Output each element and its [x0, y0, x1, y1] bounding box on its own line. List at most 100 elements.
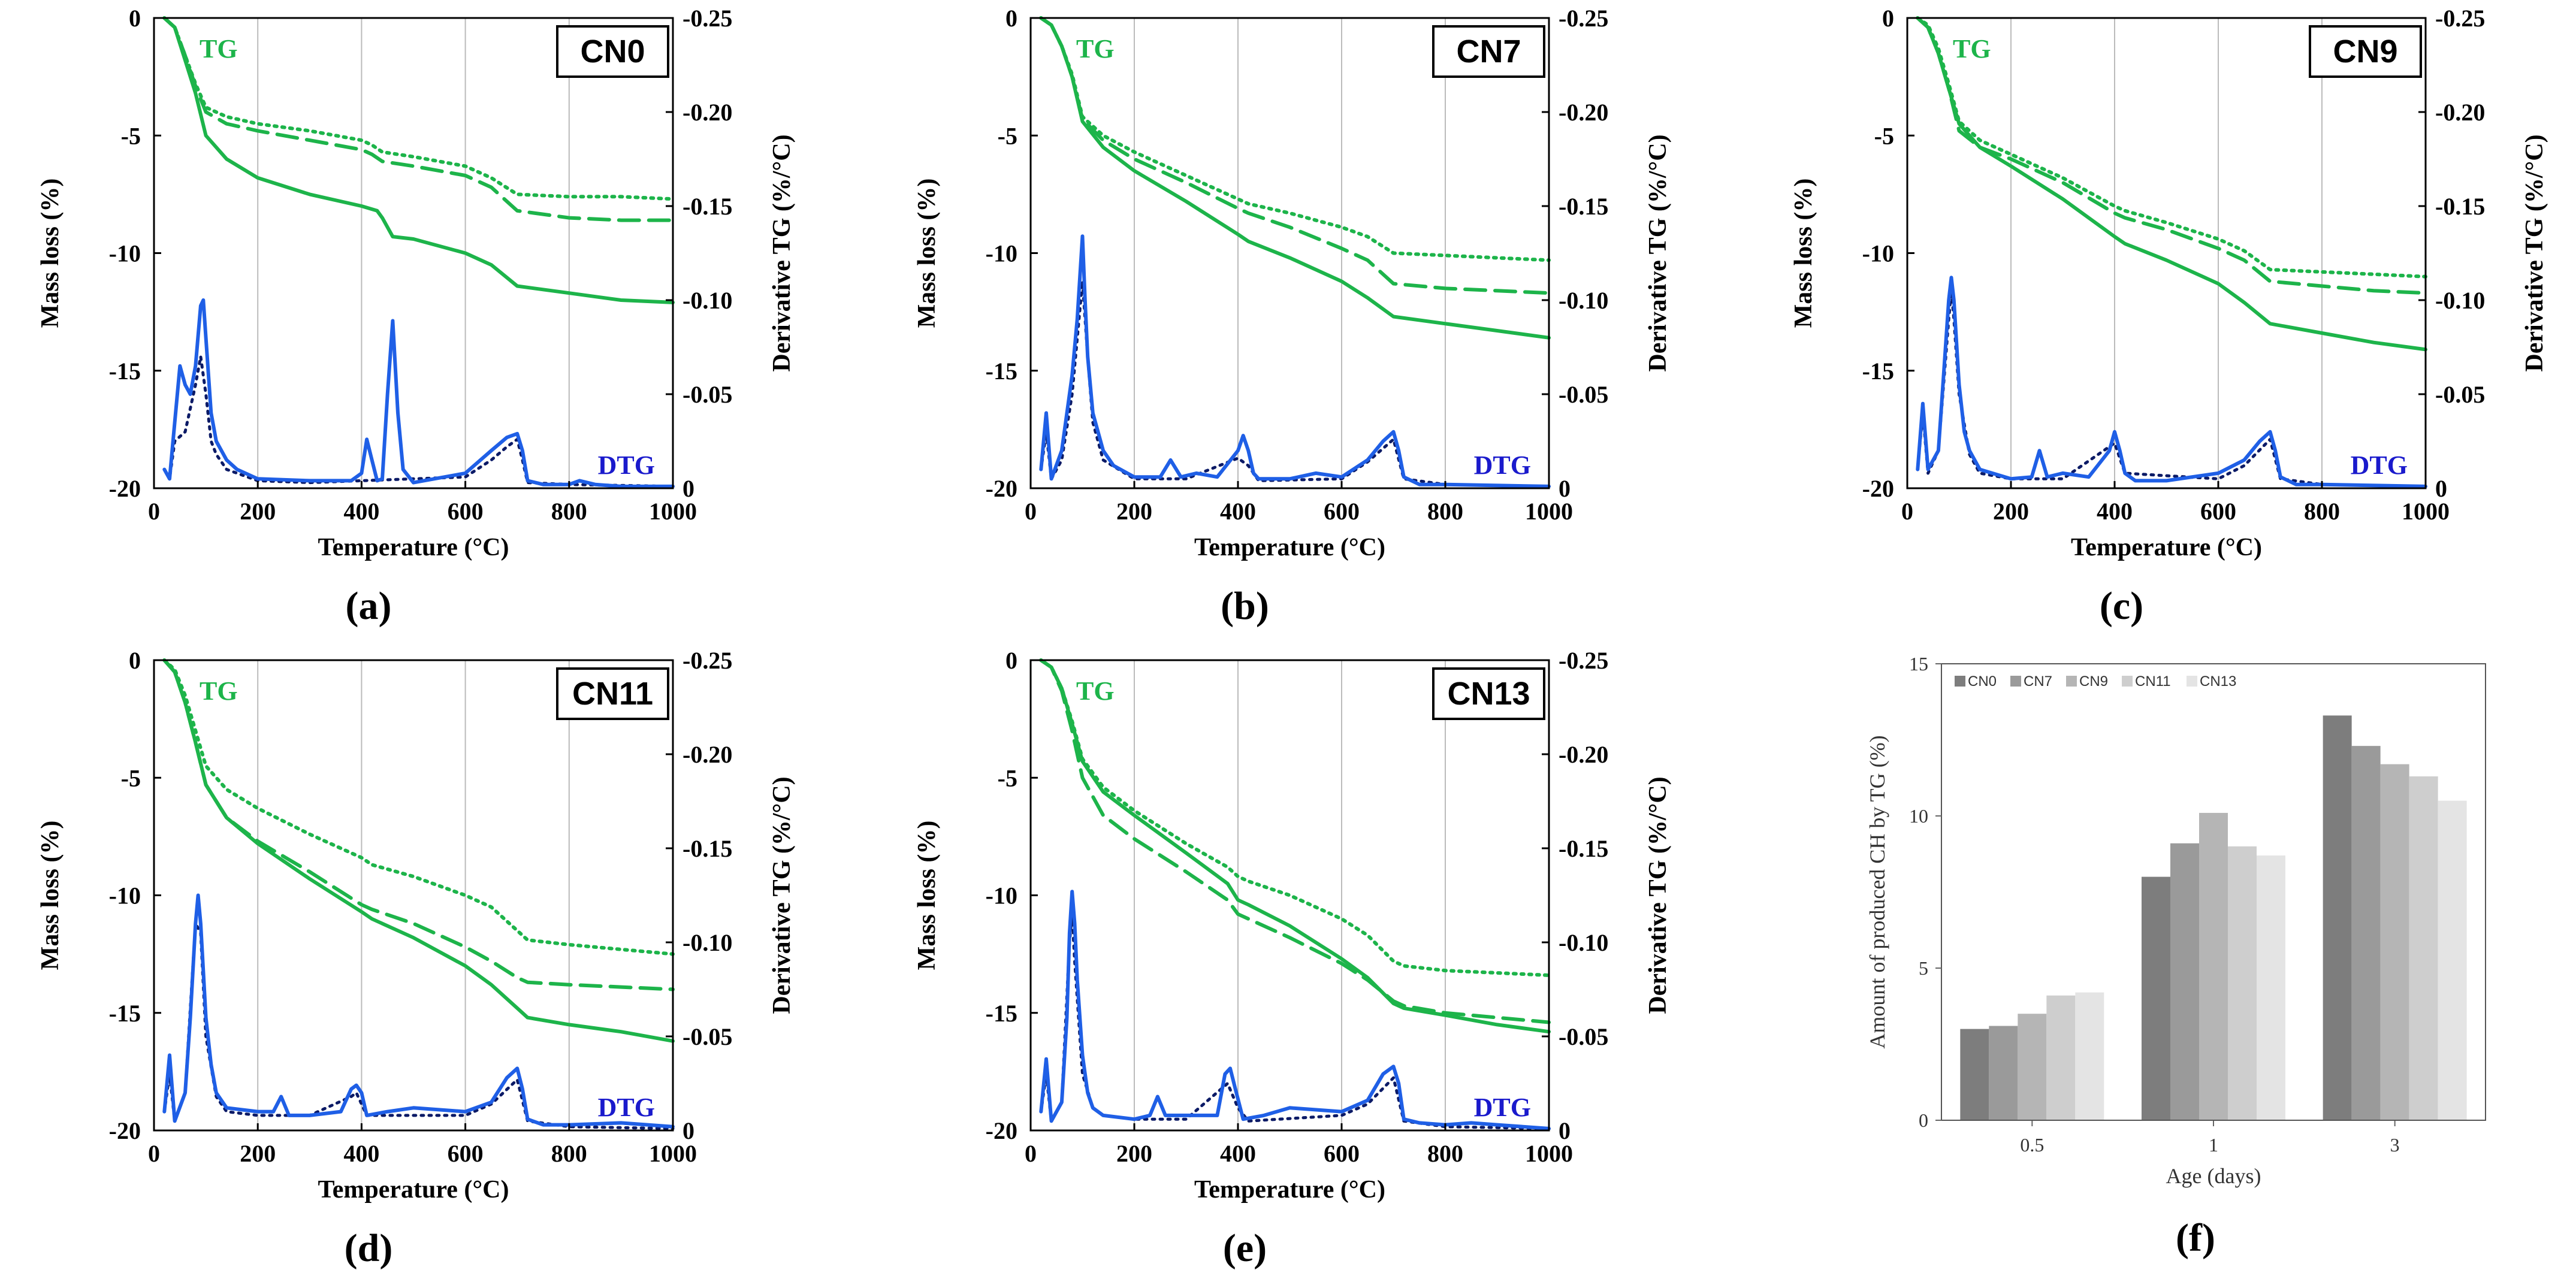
y-left-axis-title: Mass loss (%) [913, 179, 941, 328]
x-tick-label: 0 [1025, 1140, 1037, 1167]
bar-CN0-1 [2142, 876, 2170, 1120]
legend-label-CN9: CN9 [2079, 673, 2108, 690]
x-tick-label: 1 [2209, 1134, 2218, 1156]
x-tick-label: 400 [343, 1140, 379, 1167]
x-tick-label: 400 [1220, 1140, 1256, 1167]
y-right-tick-label: -0.15 [1559, 835, 1608, 862]
tg-line-dotted [1916, 16, 2427, 279]
y-left-tick-label: -10 [109, 882, 141, 909]
bar-CN7-1 [2170, 843, 2199, 1120]
y-right-tick-label: -0.20 [2435, 99, 2485, 126]
y-right-tick-label: -0.20 [1559, 741, 1608, 768]
panel-label: (c) [2100, 584, 2143, 628]
tg-line-dashed [1039, 658, 1551, 1024]
y-left-tick-label: 0 [129, 5, 141, 32]
dtg-line-solid [1039, 234, 1551, 488]
panel-a: 0 200 400 600 800 10000-5-10-15-20-0.25-0.20-… [37, 5, 796, 628]
x-tick-label: 1000 [1525, 1140, 1573, 1167]
sample-label-box [556, 667, 669, 720]
dtg-line-solid [162, 893, 675, 1129]
y-left-tick-label: -10 [986, 882, 1017, 909]
tg-curve-label: TG [200, 34, 238, 64]
panel-label: (e) [1223, 1226, 1267, 1270]
x-tick-label: 600 [448, 498, 484, 525]
legend-label-CN7: CN7 [2024, 673, 2052, 690]
y-left-axis-title: Mass loss (%) [37, 821, 64, 970]
y-right-tick-label: 0 [682, 1117, 694, 1144]
tg-line-solid [162, 16, 675, 304]
y-left-tick-label: -5 [998, 122, 1017, 149]
dtg-line-dotted [162, 355, 675, 488]
x-tick-label: 600 [1324, 1140, 1360, 1167]
y-left-tick-label: -5 [998, 764, 1017, 791]
x-tick-label: 0 [1901, 498, 1913, 525]
sample-label-box [1432, 25, 1545, 78]
bar-CN9-1 [2199, 812, 2228, 1120]
bar-CN0-0.5 [1960, 1029, 1989, 1120]
x-tick-label: 3 [2390, 1134, 2400, 1156]
panel-c: 0 200 400 600 800 10000-5-10-15-20-0.25-0.20-… [1790, 5, 2548, 628]
x-tick-label: 400 [1220, 498, 1256, 525]
plot-frame [1029, 17, 1550, 489]
x-tick-label: 800 [2304, 498, 2340, 525]
x-tick-label: 800 [1427, 1140, 1463, 1167]
sample-label-box [556, 25, 669, 78]
x-tick-label: 800 [1427, 498, 1463, 525]
y-right-tick-label: -0.05 [1559, 1023, 1608, 1050]
y-left-tick-label: 0 [1882, 5, 1894, 32]
legend-label-CN13: CN13 [2200, 673, 2236, 690]
tg-curve-label: TG [1076, 676, 1115, 706]
y-tick-label: 0 [1919, 1109, 1928, 1131]
y-left-tick-label: -20 [1862, 475, 1894, 502]
bar-CN11-1 [2228, 846, 2257, 1120]
x-tick-label: 1000 [649, 1140, 697, 1167]
bar-CN11-3 [2409, 776, 2438, 1120]
x-tick-label: 200 [1993, 498, 2029, 525]
dtg-curve-label: DTG [1474, 1093, 1531, 1122]
x-axis-title: Temperature (°C) [318, 534, 509, 561]
sample-label: CN7 [1456, 34, 1521, 69]
tg-line-dashed [1039, 16, 1551, 295]
x-tick-label: 1000 [649, 498, 697, 525]
y-right-tick-label: -0.10 [2435, 287, 2485, 314]
y-right-tick-label: 0 [1559, 1117, 1571, 1144]
y-right-tick-label: -0.25 [682, 5, 732, 32]
plot-frame [153, 659, 674, 1132]
y-right-tick-label: 0 [682, 475, 694, 502]
y-right-axis-title: Derivative TG (%/°C) [1644, 134, 1672, 371]
y-right-tick-label: -0.05 [2435, 381, 2485, 408]
dtg-line-solid [162, 298, 675, 488]
y-right-tick-label: -0.10 [682, 929, 732, 956]
tg-line-solid [162, 658, 675, 1043]
y-left-tick-label: -5 [1874, 122, 1894, 149]
x-tick-label: 0.5 [2020, 1134, 2044, 1156]
tg-line-dashed [1916, 16, 2427, 295]
tg-curve-label: TG [200, 676, 238, 706]
dtg-curve-label: DTG [598, 451, 655, 480]
y-left-tick-label: -5 [121, 764, 141, 791]
tg-curve-label: TG [1076, 34, 1115, 64]
x-axis-title: Temperature (°C) [318, 1176, 509, 1204]
sample-label: CN13 [1447, 676, 1530, 712]
dtg-curve-label: DTG [1474, 451, 1531, 480]
x-axis-title: Temperature (°C) [1194, 1176, 1385, 1204]
y-left-tick-label: -5 [121, 122, 141, 149]
y-right-tick-label: -0.20 [1559, 99, 1608, 126]
legend-swatch-CN13 [2187, 676, 2197, 687]
y-left-tick-label: -20 [986, 1117, 1017, 1144]
dtg-line-dotted [162, 922, 675, 1130]
plot-frame [1941, 663, 2486, 1121]
y-left-tick-label: -15 [986, 358, 1017, 385]
x-axis-title: Age (days) [2166, 1164, 2261, 1188]
x-tick-label: 1000 [1525, 498, 1573, 525]
sample-label: CN11 [572, 676, 653, 712]
y-right-tick-label: -0.25 [2435, 5, 2485, 32]
y-left-tick-label: -15 [986, 1000, 1017, 1027]
dtg-curve-label: DTG [598, 1093, 655, 1122]
legend-label-CN0: CN0 [1968, 673, 1997, 690]
y-right-tick-label: -0.20 [682, 741, 732, 768]
y-left-axis-title: Mass loss (%) [1790, 179, 1817, 328]
x-tick-label: 600 [448, 1140, 484, 1167]
x-tick-label: 200 [1116, 1140, 1152, 1167]
x-tick-label: 800 [551, 498, 587, 525]
